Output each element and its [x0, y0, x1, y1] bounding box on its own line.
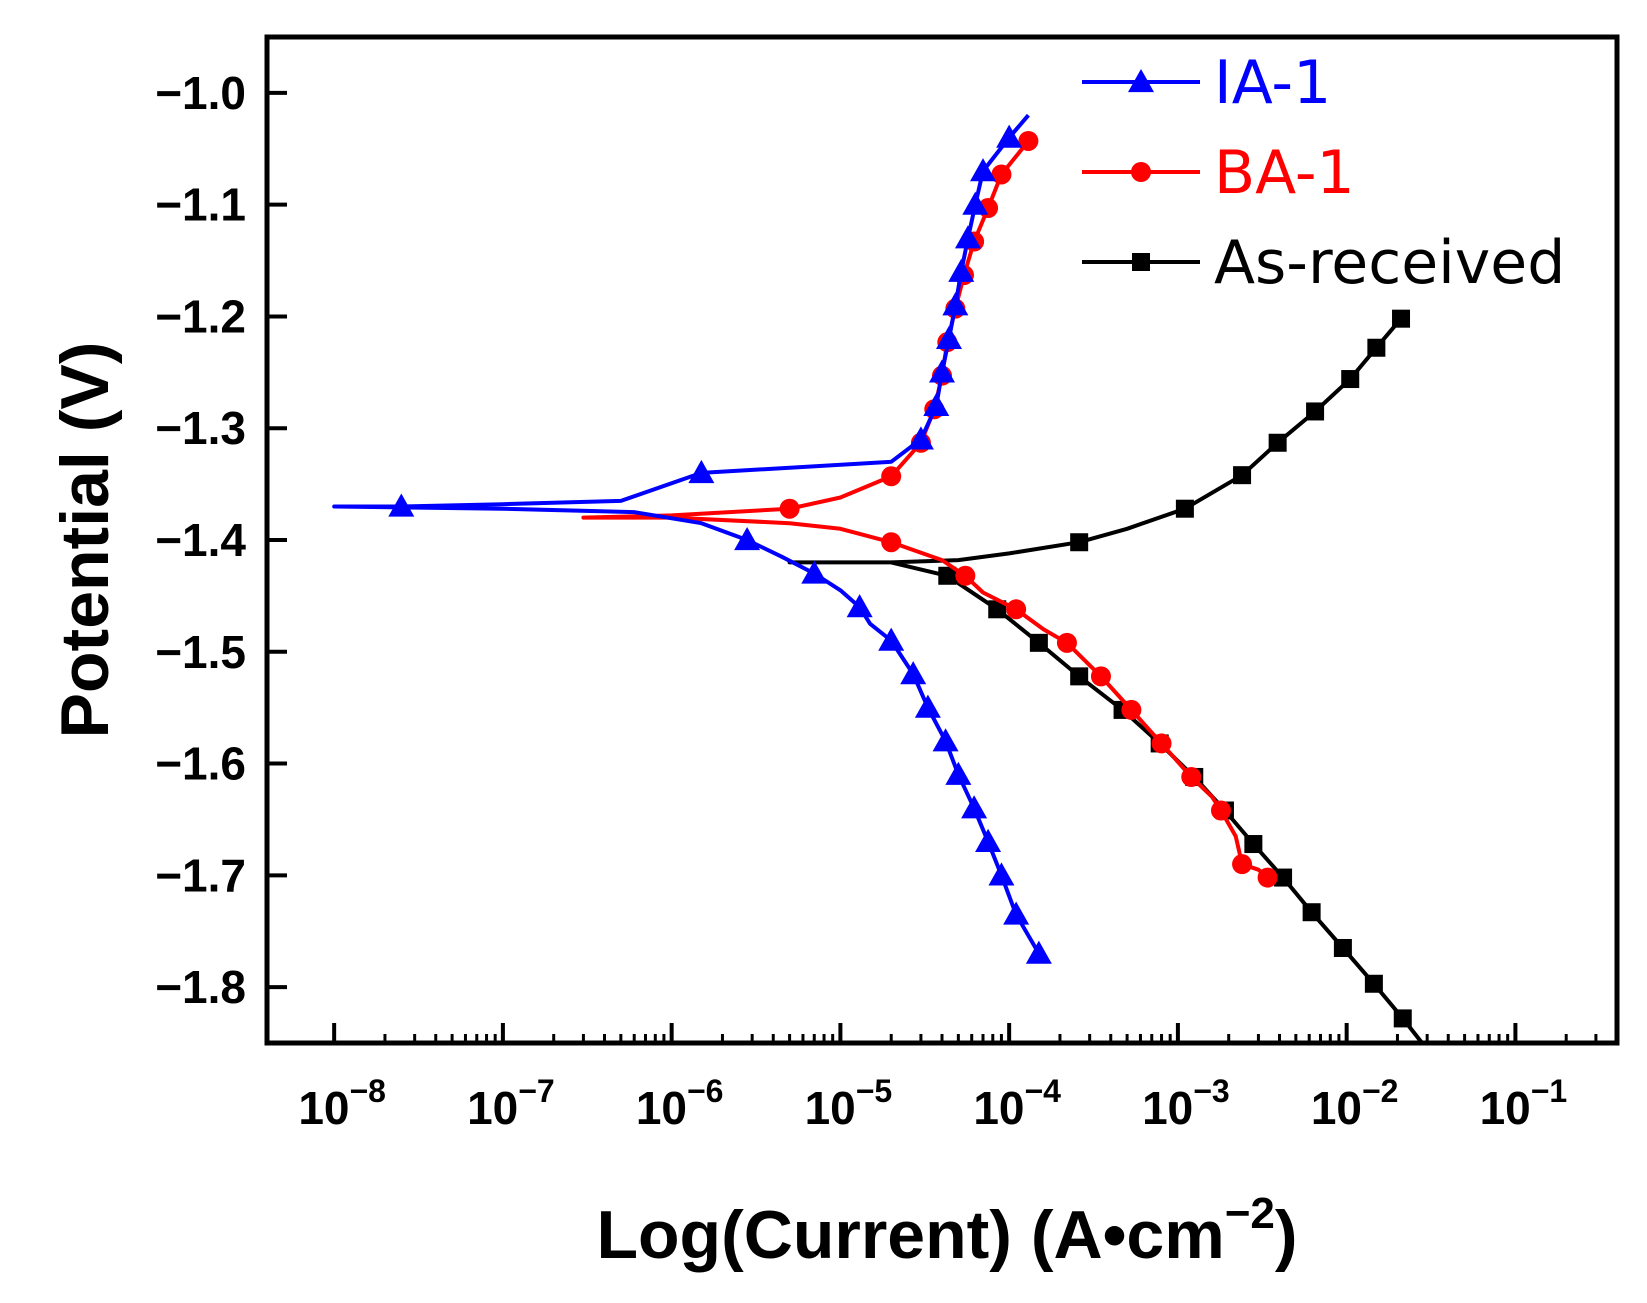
- data-point-as-received: [1175, 499, 1194, 518]
- legend-marker: [1128, 69, 1154, 93]
- data-point-as-received: [1341, 370, 1360, 389]
- data-point-ba-1: [779, 498, 800, 519]
- y-tick-label: −1.0: [155, 67, 246, 119]
- data-point-ia-1: [988, 862, 1015, 886]
- data-point-ba-1: [1090, 666, 1111, 687]
- x-tick-label: 10−7: [467, 1073, 555, 1134]
- data-point-ia-1: [846, 594, 873, 618]
- data-point-as-received: [1364, 974, 1383, 993]
- data-point-ia-1: [961, 795, 988, 819]
- data-point-as-received: [1274, 868, 1293, 887]
- legend: IA-1 BA-1 As-received: [1082, 48, 1565, 298]
- data-point-ia-1: [935, 325, 962, 349]
- data-point-ia-1: [954, 225, 981, 249]
- x-tick-label: 10−3: [1142, 1073, 1230, 1134]
- data-point-as-received: [1233, 466, 1252, 485]
- data-point-ba-1: [1257, 867, 1278, 888]
- data-point-ia-1: [878, 627, 905, 651]
- data-point-ia-1: [1025, 940, 1052, 964]
- series-line-ia-1: [332, 113, 1041, 955]
- y-tick-label: −1.6: [155, 738, 246, 790]
- x-tick-label: 10−8: [298, 1073, 386, 1134]
- x-tick-label: 10−1: [1480, 1073, 1568, 1134]
- data-point-as-received: [938, 566, 957, 585]
- data-point-ba-1: [1232, 854, 1253, 875]
- data-point-ba-1: [881, 466, 902, 487]
- x-axis-ticks: 10−8 10−7 10−6 10−5 10−4 10−3 10−2 10−1: [298, 1023, 1619, 1134]
- data-point-ia-1: [388, 493, 415, 517]
- y-axis-title: Potential (V): [47, 342, 123, 739]
- plot-frame: [264, 34, 1620, 1046]
- data-point-as-received: [988, 600, 1007, 619]
- data-point-ia-1: [914, 694, 941, 718]
- data-point-ba-1: [1151, 733, 1172, 754]
- legend-item-as-received: As-received: [1082, 228, 1565, 298]
- data-point-ba-1: [1056, 632, 1077, 653]
- data-point-ba-1: [881, 532, 902, 553]
- data-point-ia-1: [975, 828, 1002, 852]
- y-tick-label: −1.2: [155, 290, 246, 342]
- data-point-ia-1: [1003, 901, 1030, 925]
- data-point-as-received: [1029, 633, 1048, 652]
- legend-marker: [1131, 162, 1151, 182]
- y-tick-label: −1.7: [155, 849, 246, 901]
- data-point-as-received: [1392, 309, 1411, 328]
- series-ba-1: [581, 130, 1278, 888]
- x-tick-label: 10−5: [805, 1073, 893, 1134]
- x-tick-label: 10−2: [1311, 1073, 1399, 1134]
- legend-label: IA-1: [1214, 48, 1331, 118]
- data-point-ia-1: [932, 728, 959, 752]
- data-point-ia-1: [734, 527, 761, 551]
- legend-label: BA-1: [1214, 138, 1355, 208]
- data-point-as-received: [1070, 667, 1089, 686]
- data-point-ia-1: [929, 359, 955, 383]
- data-point-ba-1: [955, 565, 976, 586]
- data-point-ia-1: [996, 124, 1023, 148]
- y-tick-label: −1.1: [155, 179, 246, 231]
- data-point-ba-1: [1006, 599, 1027, 620]
- x-axis-title: Log(Current) (A•cm−2): [596, 1189, 1297, 1273]
- x-tick-label: 10−4: [973, 1073, 1061, 1134]
- data-point-ba-1: [991, 164, 1012, 185]
- data-point-ia-1: [970, 158, 997, 182]
- y-tick-label: −1.3: [155, 402, 246, 454]
- data-point-ba-1: [1121, 699, 1142, 720]
- data-point-ia-1: [907, 426, 934, 450]
- legend-item-ba-1: BA-1: [1082, 138, 1355, 208]
- data-point-ba-1: [1018, 130, 1039, 151]
- data-point-ba-1: [1210, 800, 1231, 821]
- data-point-as-received: [1302, 903, 1321, 922]
- data-point-ia-1: [948, 258, 975, 282]
- data-point-as-received: [1268, 433, 1287, 452]
- data-point-ba-1: [1181, 766, 1202, 787]
- y-tick-label: −1.8: [155, 961, 246, 1013]
- data-point-ia-1: [962, 191, 989, 215]
- data-point-ia-1: [688, 459, 715, 484]
- data-point-as-received: [1244, 835, 1263, 854]
- data-point-as-received: [1306, 402, 1325, 421]
- series-line-ba-1: [581, 139, 1269, 880]
- y-axis-ticks: −1.0 −1.1 −1.2 −1.3 −1.4 −1.5 −1.6 −1.7 −1.8: [155, 67, 287, 1013]
- legend-marker: [1132, 253, 1150, 271]
- legend-label: As-received: [1214, 228, 1565, 298]
- data-point-ia-1: [942, 292, 969, 316]
- data-point-ia-1: [923, 392, 950, 417]
- data-point-as-received: [1367, 338, 1386, 357]
- data-point-as-received: [1070, 533, 1089, 552]
- series-ia-1: [332, 113, 1052, 964]
- data-point-as-received: [1393, 1009, 1412, 1028]
- x-tick-label: 10−6: [636, 1073, 724, 1134]
- data-point-ia-1: [801, 560, 828, 584]
- legend-item-ia-1: IA-1: [1082, 48, 1331, 118]
- data-point-ia-1: [900, 661, 927, 685]
- data-point-as-received: [1333, 938, 1352, 957]
- series-layer: [332, 113, 1424, 1045]
- y-tick-label: −1.4: [155, 514, 246, 566]
- data-point-ia-1: [945, 761, 972, 785]
- y-tick-label: −1.5: [155, 626, 246, 678]
